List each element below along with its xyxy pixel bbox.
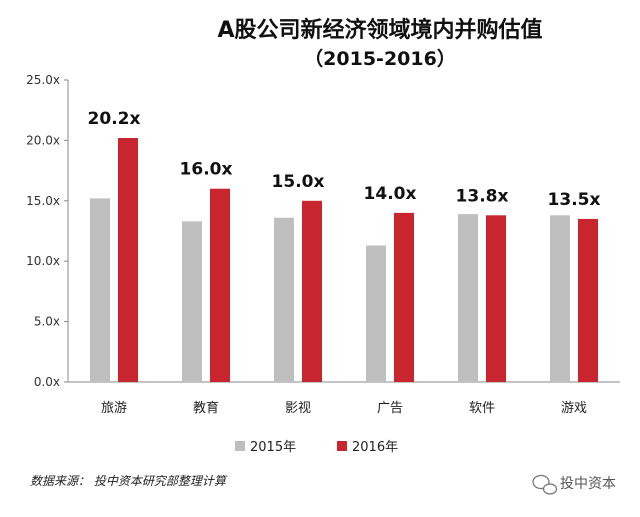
legend-label-2016: 2016年 [352,440,398,455]
chart-title: A股公司新经济领域境内并购估值 [217,17,542,43]
wechat-icon [532,474,558,495]
y-tick-label: 15.0x [26,194,60,208]
x-tick-label: 游戏 [561,401,587,416]
x-axis: 旅游 教育 影视 广告 软件 游戏 [101,400,587,416]
watermark: 投中资本 [532,474,616,495]
y-tick-label: 25.0x [26,73,60,87]
bar-2015年-旅游 [90,198,110,382]
x-tick-label: 软件 [469,401,495,416]
bar-2015年-游戏 [550,215,570,382]
source-note: 数据来源： 投中资本研究部整理计算 [30,474,228,488]
data-label: 13.8x [456,186,509,206]
data-label: 15.0x [272,172,325,192]
legend-swatch-2015 [235,441,245,451]
x-tick-label: 旅游 [101,401,127,416]
bar-2016年-教育 [210,188,230,382]
chart-subtitle: （2015-2016） [304,47,456,70]
x-tick-label: 教育 [193,400,219,416]
y-tick-label: 10.0x [26,254,60,268]
legend-label-2015: 2015年 [250,440,296,455]
bar-2015年-广告 [366,245,386,382]
bar-2015年-软件 [458,214,478,382]
y-tick-label: 20.0x [26,133,60,147]
y-tick-label: 5.0x [34,315,60,329]
data-label: 13.5x [548,190,601,210]
data-labels: 20.2x 16.0x 15.0x 14.0x 13.8x 13.5x [88,109,601,210]
y-tick-label: 0.0x [34,375,60,389]
y-axis: 0.0x 5.0x 10.0x 15.0x 20.0x 25.0x [26,73,620,389]
bar-2016年-影视 [302,200,322,382]
x-tick-label: 影视 [285,401,311,416]
legend: 2015年 2016年 [235,440,398,455]
data-label: 16.0x [180,160,233,180]
data-label: 20.2x [88,109,141,129]
bar-2016年-旅游 [118,137,138,382]
bar-2016年-软件 [486,215,506,382]
watermark-text: 投中资本 [560,476,616,492]
bar-2016年-游戏 [578,218,598,382]
bar-2015年-教育 [182,221,202,382]
data-label: 14.0x [364,184,417,204]
x-tick-label: 广告 [377,401,403,416]
legend-swatch-2016 [337,441,347,451]
bars [90,137,598,382]
bar-2016年-广告 [394,212,414,382]
bar-2015年-影视 [274,217,294,382]
